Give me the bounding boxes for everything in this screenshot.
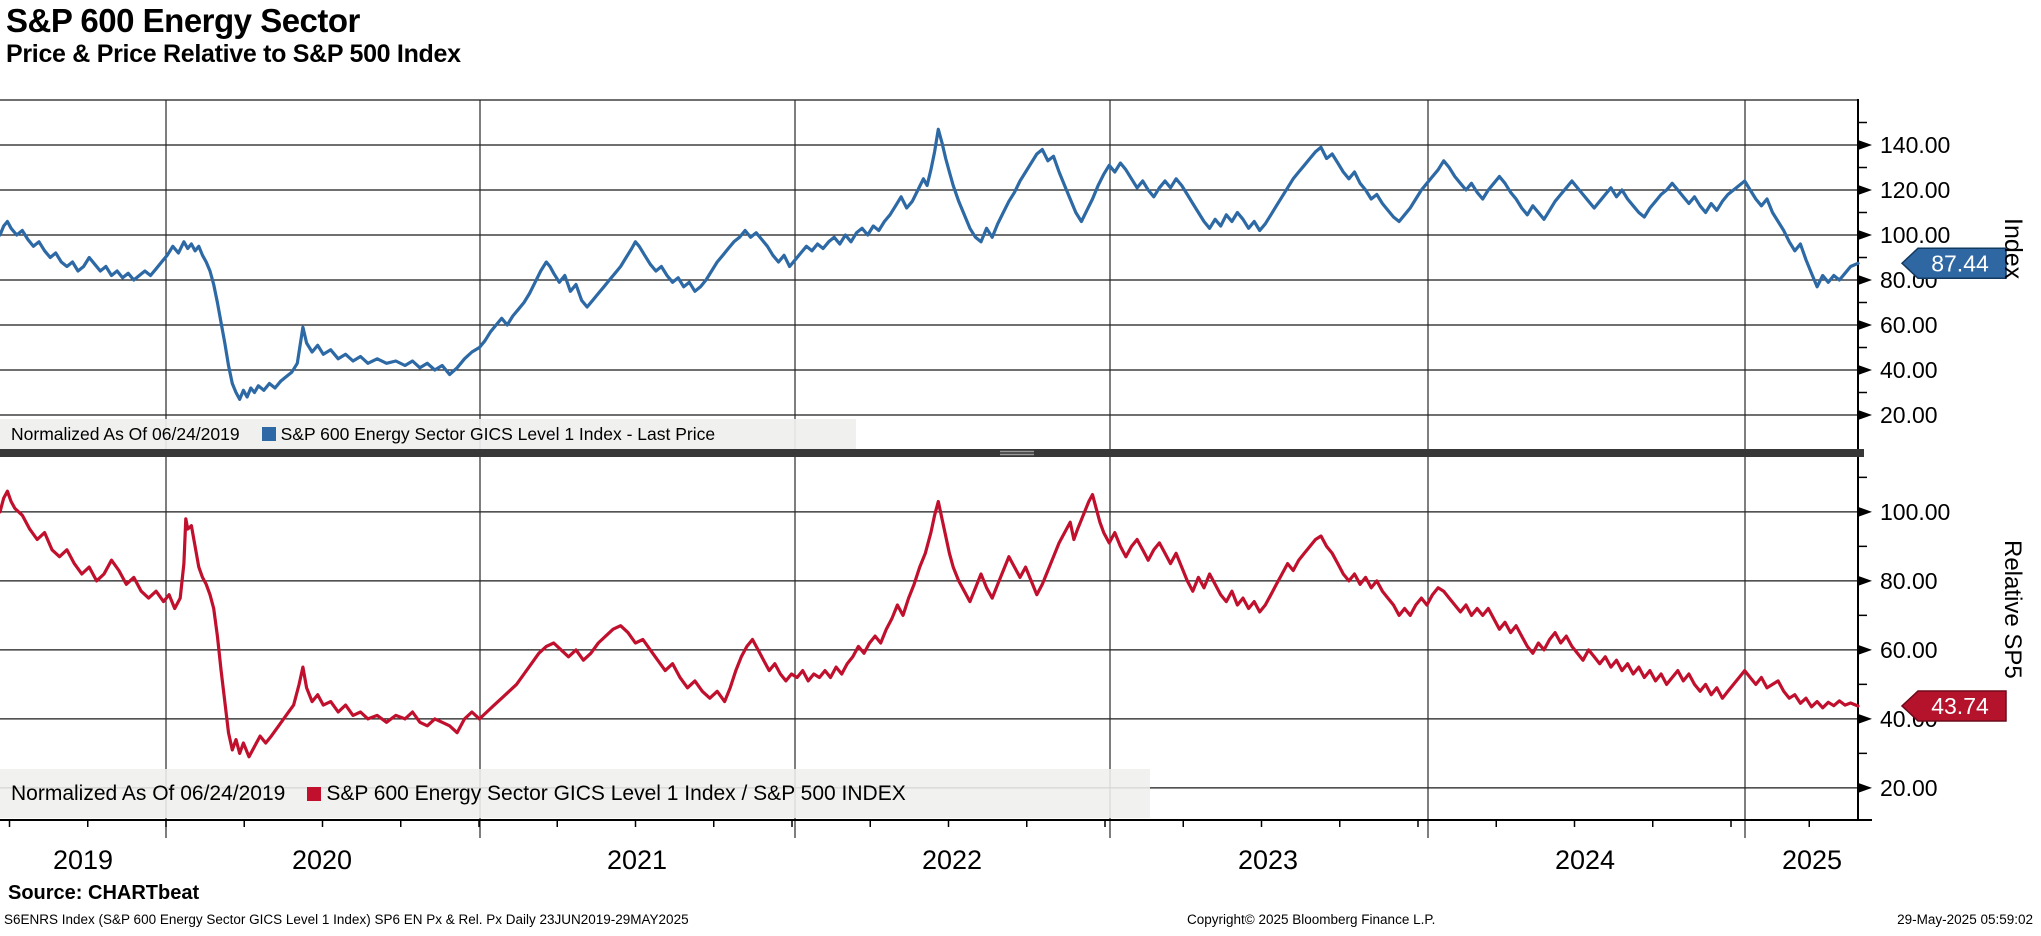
normalized-as-of-label: Normalized As Of 06/24/2019 — [11, 423, 240, 444]
x-axis-year-label: 2022 — [921, 845, 983, 875]
y-tick-arrow — [1858, 506, 1872, 517]
price-series-line — [0, 127, 1860, 401]
relative-last-price-badge — [1900, 690, 2007, 722]
x-axis-year-label: 2024 — [1554, 845, 1616, 875]
y-tick-arrow — [1858, 275, 1872, 285]
x-axis-year-label: 2019 — [52, 845, 114, 875]
y-tick-label: 20.00 — [1880, 775, 1938, 801]
last-price-badge-value: 87.44 — [1931, 250, 1989, 276]
x-axis-year-label: 2025 — [1781, 845, 1843, 875]
y-tick-arrow — [1858, 782, 1872, 793]
y-tick-arrow — [1858, 713, 1872, 724]
panel-splitter — [0, 449, 1864, 457]
y-tick-arrow — [1858, 185, 1872, 195]
y-axis-title-index: Index — [1999, 218, 2027, 280]
footer-copyright: Copyright© 2025 Bloomberg Finance L.P. — [1187, 912, 1436, 927]
y-tick-label: 100.00 — [1880, 499, 1950, 525]
legend-price-panel[interactable]: Normalized As Of 06/24/2019 S&P 600 Ener… — [0, 419, 856, 449]
y-tick-label: 40.00 — [1880, 357, 1938, 383]
footer-ticker-description: S6ENRS Index (S&P 600 Energy Sector GICS… — [4, 912, 689, 927]
legend-relative-panel[interactable]: Normalized As Of 06/24/2019 S&P 600 Ener… — [0, 769, 1150, 818]
y-tick-label: 100.00 — [1880, 222, 1950, 248]
y-axis-title-relative-sp5: Relative SP5 — [1999, 540, 2026, 679]
price-series-legend-label: S&P 600 Energy Sector GICS Level 1 Index… — [280, 423, 716, 444]
price-last-price-badge — [1900, 247, 2007, 280]
y-tick-arrow — [1858, 575, 1872, 586]
y-tick-arrow — [1858, 320, 1872, 330]
y-tick-arrow — [1858, 410, 1872, 420]
x-axis-year-label: 2020 — [291, 845, 353, 875]
y-tick-arrow — [1858, 365, 1872, 375]
source-label: Source: CHARTbeat — [8, 882, 200, 904]
y-tick-label: 120.00 — [1880, 177, 1950, 203]
y-tick-label: 60.00 — [1880, 637, 1938, 663]
x-axis-year-label: 2021 — [606, 845, 668, 875]
relative-series-line — [0, 489, 1860, 759]
last-price-badge-value: 43.74 — [1931, 693, 1989, 719]
normalized-as-of-label: Normalized As Of 06/24/2019 — [11, 781, 286, 805]
relative-series-swatch-icon — [307, 786, 322, 801]
page-title: S&P 600 Energy Sector — [6, 2, 360, 39]
y-tick-label: 20.00 — [1880, 402, 1938, 428]
y-tick-label: 60.00 — [1880, 312, 1938, 338]
y-tick-arrow — [1858, 644, 1872, 655]
y-tick-arrow — [1858, 140, 1872, 150]
price-series-swatch-icon — [261, 427, 276, 441]
y-tick-label: 80.00 — [1880, 568, 1938, 594]
y-tick-label: 140.00 — [1880, 132, 1950, 158]
x-axis-year-label: 2023 — [1237, 845, 1299, 875]
footer-timestamp: 29-May-2025 05:59:02 — [1897, 912, 2033, 927]
y-tick-arrow — [1858, 230, 1872, 240]
relative-series-legend-label: S&P 600 Energy Sector GICS Level 1 Index… — [326, 781, 906, 805]
page-subtitle: Price & Price Relative to S&P 500 Index — [6, 40, 461, 68]
